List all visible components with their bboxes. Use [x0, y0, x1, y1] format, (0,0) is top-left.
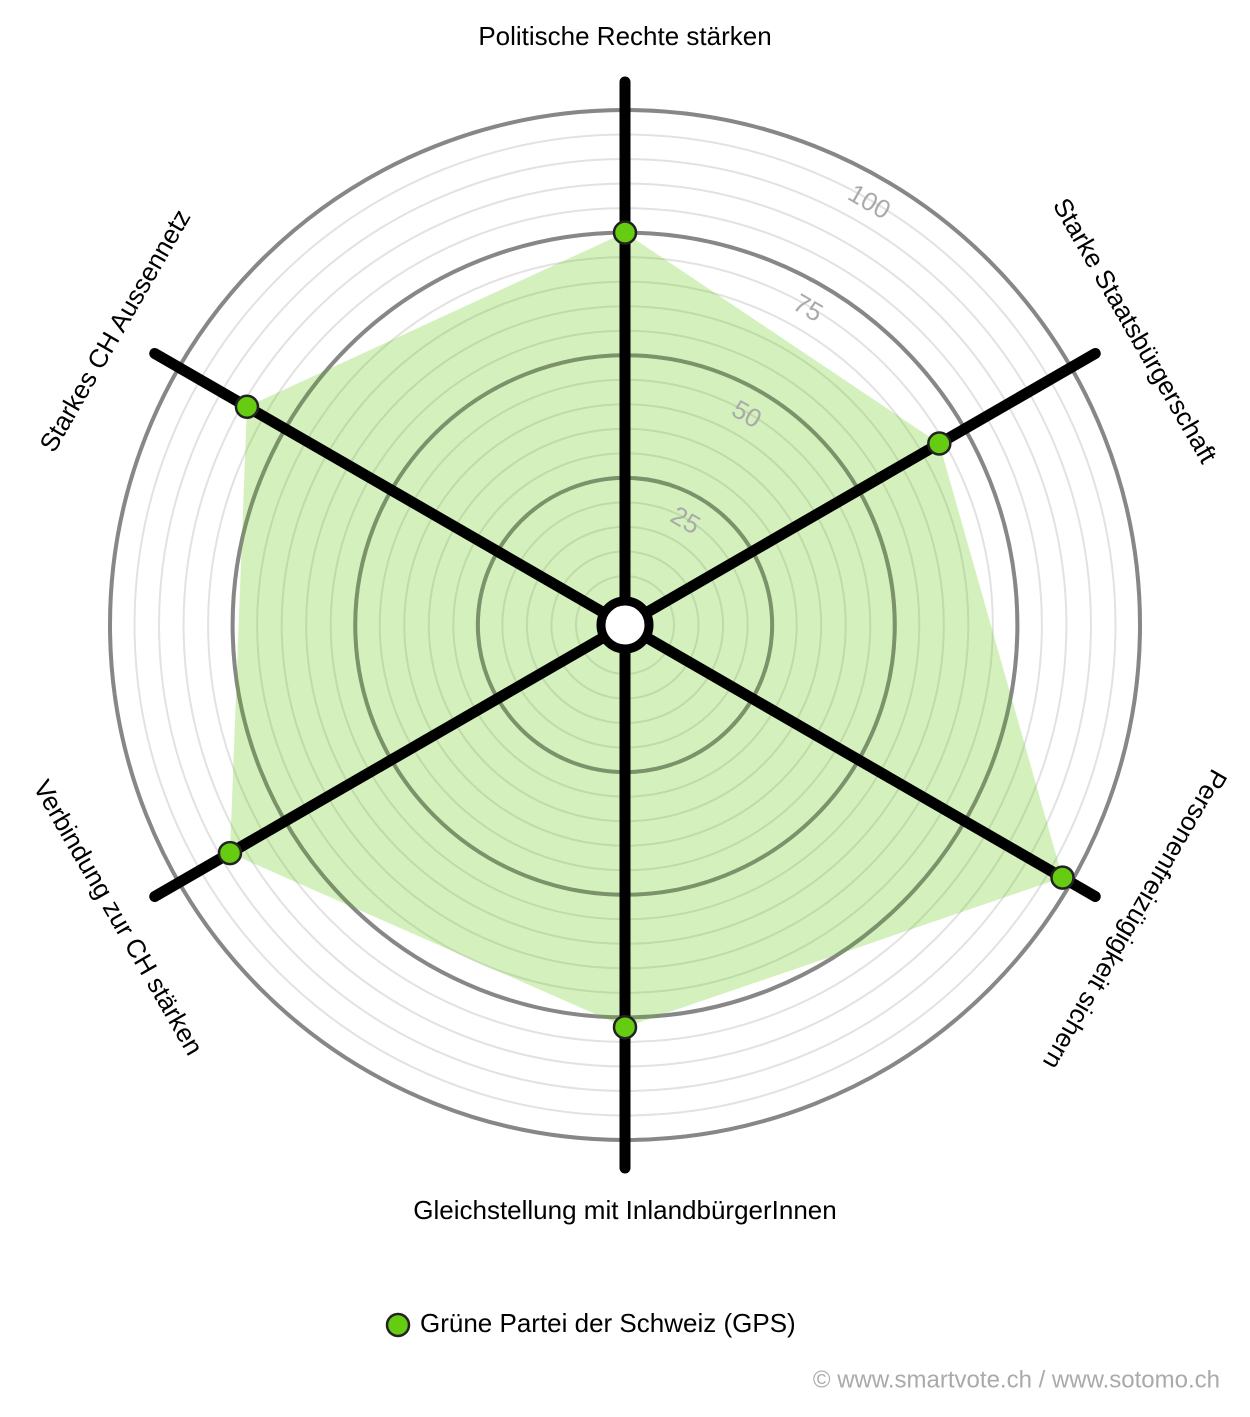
category-label: Politische Rechte stärken [478, 21, 771, 51]
category-label: Personenfreizügigkeit sichern [1037, 764, 1234, 1074]
data-point [1050, 865, 1075, 890]
y-tick-label: 75 [788, 287, 828, 327]
axis-spoke [149, 348, 631, 631]
data-point [217, 840, 243, 866]
data-point [927, 431, 952, 456]
legend-marker [385, 1312, 411, 1338]
category-label: Verbindung zur CH stärken [27, 775, 209, 1060]
center [596, 596, 654, 654]
data-point [612, 1014, 638, 1040]
category-label: Gleichstellung mit InlandbürgerInnen [413, 1195, 836, 1225]
category-label: Starkes CH Aussennetz [33, 204, 196, 457]
legend-label: Grüne Partei der Schweiz (GPS) [420, 1308, 796, 1338]
credit: © www.smartvote.ch / www.sotomo.ch [813, 1366, 1220, 1393]
data-point [612, 220, 638, 245]
axis-spoke [619, 348, 1101, 631]
data-point [234, 394, 260, 419]
axis-spoke [619, 619, 1101, 902]
